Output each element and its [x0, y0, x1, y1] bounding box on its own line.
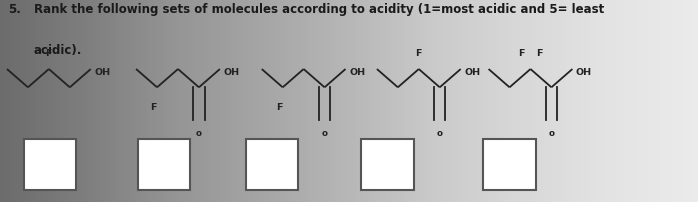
Text: OH: OH: [349, 67, 365, 76]
Text: F: F: [45, 49, 52, 58]
Text: F: F: [415, 49, 422, 58]
Text: Rank the following sets of molecules according to acidity (1=most acidic and 5= : Rank the following sets of molecules acc…: [34, 3, 604, 16]
Bar: [138, 139, 190, 190]
Bar: [483, 139, 535, 190]
Text: o: o: [196, 128, 202, 137]
Text: F: F: [536, 49, 543, 58]
Text: OH: OH: [94, 67, 110, 76]
Text: o: o: [322, 128, 327, 137]
Text: o: o: [437, 128, 443, 137]
Text: acidic).: acidic).: [34, 43, 82, 56]
Text: F: F: [150, 102, 157, 111]
Bar: [246, 139, 299, 190]
Text: F: F: [518, 49, 525, 58]
Text: F: F: [276, 102, 283, 111]
Text: OH: OH: [223, 67, 239, 76]
Bar: [24, 139, 76, 190]
Bar: [362, 139, 413, 190]
Text: 5.: 5.: [8, 3, 21, 16]
Text: OH: OH: [464, 67, 480, 76]
Text: OH: OH: [576, 67, 592, 76]
Text: o: o: [549, 128, 554, 137]
